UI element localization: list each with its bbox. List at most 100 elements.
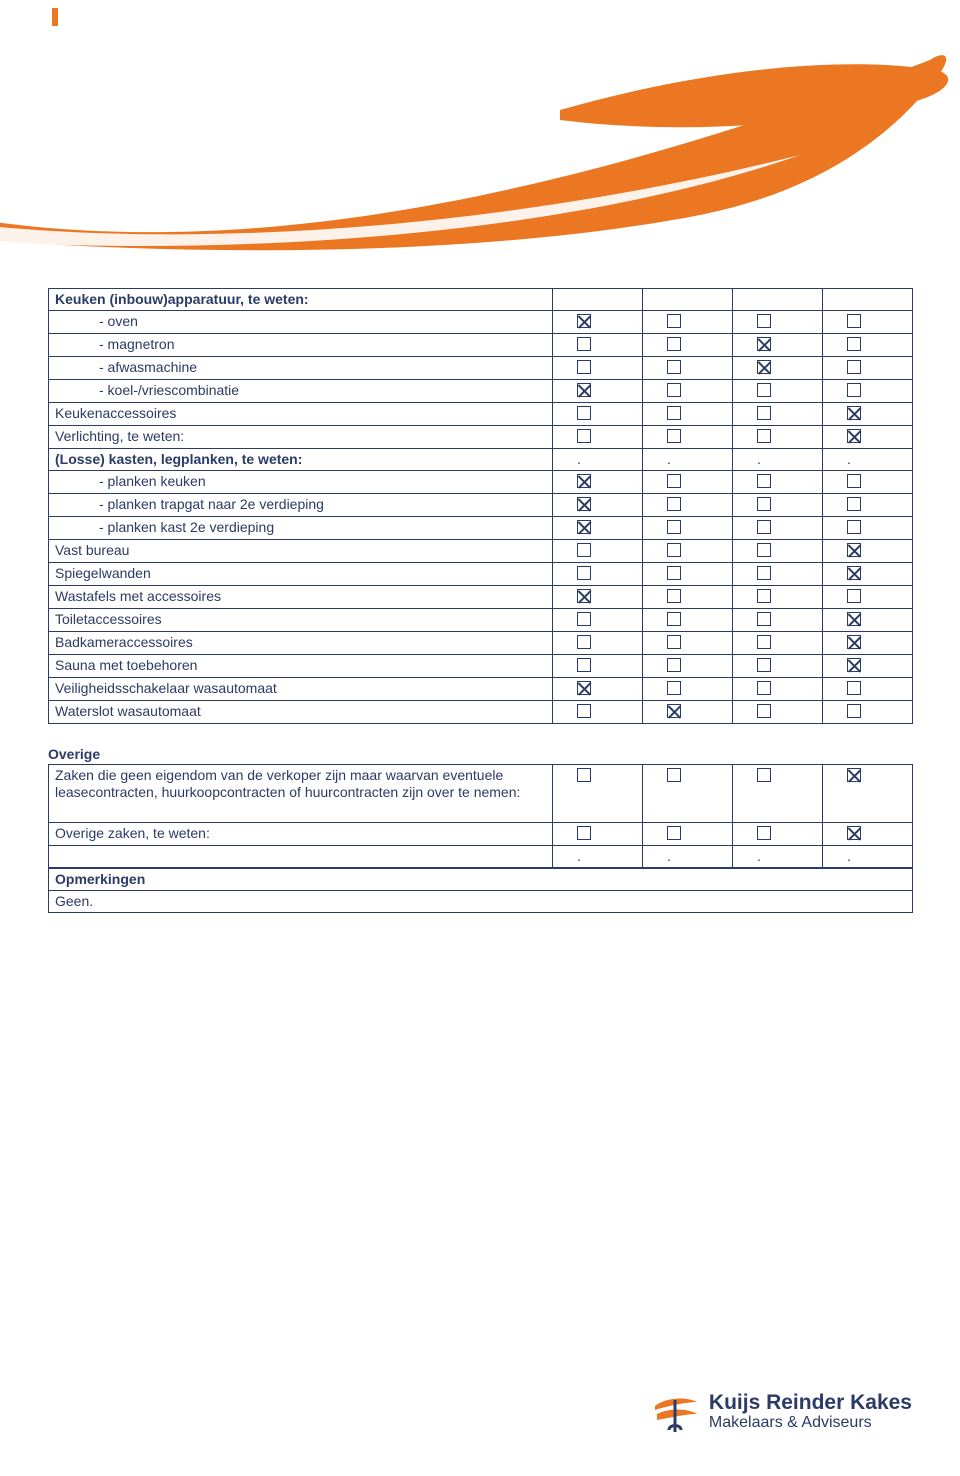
row-cell <box>733 311 823 334</box>
checkbox[interactable] <box>847 360 861 374</box>
dot: . <box>847 451 851 467</box>
checkbox[interactable] <box>577 566 591 580</box>
checkbox[interactable] <box>577 681 591 695</box>
checkbox[interactable] <box>757 658 771 672</box>
checkbox[interactable] <box>667 337 681 351</box>
checkbox[interactable] <box>577 474 591 488</box>
checkbox[interactable] <box>847 520 861 534</box>
checkbox[interactable] <box>757 383 771 397</box>
checkbox[interactable] <box>577 337 591 351</box>
checkbox[interactable] <box>667 383 681 397</box>
checkbox[interactable] <box>847 429 861 443</box>
checkbox[interactable] <box>757 406 771 420</box>
checkbox[interactable] <box>667 681 681 695</box>
checkbox[interactable] <box>757 337 771 351</box>
checkbox[interactable] <box>757 543 771 557</box>
table-header-col3 <box>733 289 823 311</box>
opmerkingen-table: Opmerkingen Geen. <box>48 868 913 913</box>
checkbox[interactable] <box>757 429 771 443</box>
checkbox[interactable] <box>577 497 591 511</box>
checkbox[interactable] <box>847 612 861 626</box>
checkbox[interactable] <box>757 681 771 695</box>
checkbox[interactable] <box>757 635 771 649</box>
checkbox[interactable] <box>847 474 861 488</box>
checkbox[interactable] <box>667 314 681 328</box>
checkbox[interactable] <box>667 589 681 603</box>
row-cell: . <box>823 449 913 471</box>
row-label: Spiegelwanden <box>49 563 553 586</box>
checkbox[interactable] <box>847 497 861 511</box>
checkbox[interactable] <box>757 612 771 626</box>
checkbox[interactable] <box>667 406 681 420</box>
checkbox[interactable] <box>577 589 591 603</box>
checkbox[interactable] <box>847 826 861 840</box>
checkbox[interactable] <box>667 520 681 534</box>
checkbox[interactable] <box>577 360 591 374</box>
checkbox[interactable] <box>847 589 861 603</box>
checkbox[interactable] <box>847 635 861 649</box>
row-cell <box>733 334 823 357</box>
checkbox[interactable] <box>847 681 861 695</box>
checkbox[interactable] <box>667 360 681 374</box>
checkbox[interactable] <box>757 566 771 580</box>
checkbox[interactable] <box>847 658 861 672</box>
checkbox[interactable] <box>847 704 861 718</box>
row-cell <box>823 609 913 632</box>
checkbox[interactable] <box>757 497 771 511</box>
checkbox[interactable] <box>667 543 681 557</box>
checkbox[interactable] <box>667 768 681 782</box>
overige-row-zaken-c3 <box>733 823 823 846</box>
table-header-col2 <box>643 289 733 311</box>
row-cell <box>553 471 643 494</box>
checkbox[interactable] <box>757 768 771 782</box>
checkbox[interactable] <box>667 635 681 649</box>
checkbox[interactable] <box>847 406 861 420</box>
checkbox[interactable] <box>667 497 681 511</box>
checkbox[interactable] <box>667 474 681 488</box>
checkbox[interactable] <box>577 635 591 649</box>
checkbox[interactable] <box>577 612 591 626</box>
checkbox[interactable] <box>667 826 681 840</box>
overige-row-dots-label <box>49 846 553 868</box>
checkbox[interactable] <box>577 658 591 672</box>
row-cell: . <box>733 449 823 471</box>
table-row: Badkameraccessoires <box>49 632 913 655</box>
checkbox[interactable] <box>577 826 591 840</box>
table-row: (Losse) kasten, legplanken, te weten:...… <box>49 449 913 471</box>
checkbox[interactable] <box>847 383 861 397</box>
checkbox[interactable] <box>667 429 681 443</box>
checkbox[interactable] <box>847 314 861 328</box>
checkbox[interactable] <box>577 406 591 420</box>
checkbox[interactable] <box>757 826 771 840</box>
checkbox[interactable] <box>847 543 861 557</box>
row-cell <box>553 426 643 449</box>
checkbox[interactable] <box>757 704 771 718</box>
row-label: Wastafels met accessoires <box>49 586 553 609</box>
checkbox[interactable] <box>577 704 591 718</box>
checkbox[interactable] <box>577 768 591 782</box>
row-label: - afwasmachine <box>49 357 553 380</box>
checkbox[interactable] <box>667 612 681 626</box>
row-cell <box>733 403 823 426</box>
checkbox[interactable] <box>577 520 591 534</box>
checkbox[interactable] <box>577 383 591 397</box>
checkbox[interactable] <box>577 543 591 557</box>
checkbox[interactable] <box>757 589 771 603</box>
checkbox[interactable] <box>757 314 771 328</box>
checkbox[interactable] <box>577 314 591 328</box>
checkbox[interactable] <box>667 658 681 672</box>
checkbox[interactable] <box>847 768 861 782</box>
checkbox[interactable] <box>847 566 861 580</box>
checkbox[interactable] <box>667 704 681 718</box>
table-row: Wastafels met accessoires <box>49 586 913 609</box>
checkbox[interactable] <box>757 360 771 374</box>
checkbox[interactable] <box>757 474 771 488</box>
checkbox[interactable] <box>667 566 681 580</box>
table-row: Spiegelwanden <box>49 563 913 586</box>
row-cell <box>823 403 913 426</box>
row-cell <box>733 655 823 678</box>
checkbox[interactable] <box>847 337 861 351</box>
checkbox[interactable] <box>577 429 591 443</box>
checkbox[interactable] <box>757 520 771 534</box>
table-row: Waterslot wasautomaat <box>49 701 913 724</box>
